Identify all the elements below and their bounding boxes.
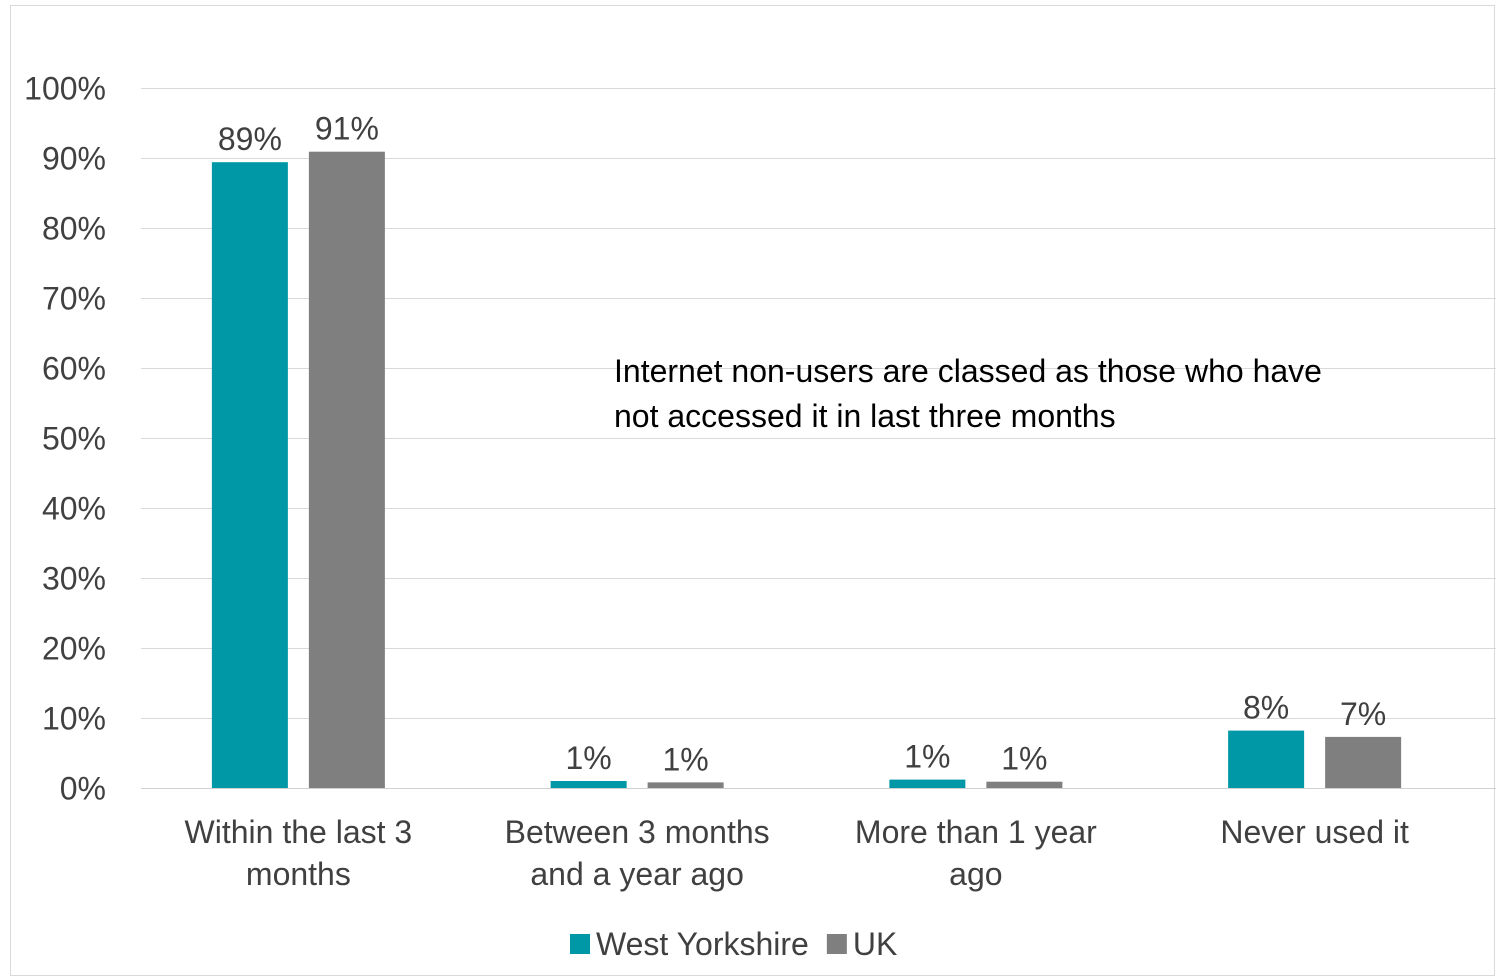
x-category-label: ago [949, 856, 1002, 892]
chart-border [10, 5, 1495, 976]
legend-swatch [826, 934, 847, 954]
legend: West Yorkshire UK [570, 926, 897, 962]
annotation-line: not accessed it in last three months [614, 398, 1116, 434]
chart-annotation: Internet non-users are classed as those … [614, 353, 1322, 434]
y-tick-label: 30% [42, 561, 106, 597]
x-category-label: months [246, 856, 351, 892]
x-category-label: Never used it [1220, 814, 1409, 850]
legend-label: UK [853, 926, 897, 962]
x-category-label: and a year ago [530, 856, 744, 892]
y-tick-label: 20% [42, 631, 106, 667]
legend-label: West Yorkshire [596, 926, 809, 962]
y-tick-label: 40% [42, 491, 106, 527]
y-tick-label: 50% [42, 421, 106, 457]
y-tick-label: 90% [42, 141, 106, 177]
data-label: 1% [904, 739, 950, 775]
x-category-label: More than 1 year [855, 814, 1097, 850]
data-label: 7% [1340, 696, 1386, 732]
data-label: 1% [1001, 741, 1047, 777]
y-tick-label: 80% [42, 211, 106, 247]
bar [986, 781, 1063, 788]
annotation-line: Internet non-users are classed as those … [614, 353, 1322, 389]
y-tick-label: 0% [60, 771, 106, 807]
data-label: 91% [315, 111, 379, 147]
data-label: 1% [663, 741, 709, 777]
y-tick-label: 70% [42, 281, 106, 317]
y-tick-label: 10% [42, 701, 106, 737]
data-label: 1% [566, 740, 612, 776]
legend-swatch [570, 934, 590, 954]
data-label: 8% [1243, 690, 1289, 726]
bar [550, 781, 627, 788]
bars [211, 151, 1402, 788]
bar [308, 151, 385, 788]
bar [889, 779, 966, 788]
x-axis-categories: Within the last 3 months Between 3 months a… [185, 814, 1409, 892]
x-category-label: Between 3 months [505, 814, 770, 850]
bar [211, 162, 288, 788]
y-tick-label: 100% [24, 71, 106, 107]
y-axis-ticks: 0% 10% 20% 30% 40% 50% 60% 70% 80% 90% 100% [24, 71, 106, 807]
y-tick-label: 60% [42, 351, 106, 387]
bar [1325, 736, 1402, 788]
x-category-label: Within the last 3 [185, 814, 413, 850]
data-label: 89% [218, 121, 282, 157]
bar [647, 782, 724, 788]
bar [1228, 730, 1305, 788]
data-labels: 89% 91% 1% 1% 1% 1% 8% 7% [218, 111, 1386, 778]
